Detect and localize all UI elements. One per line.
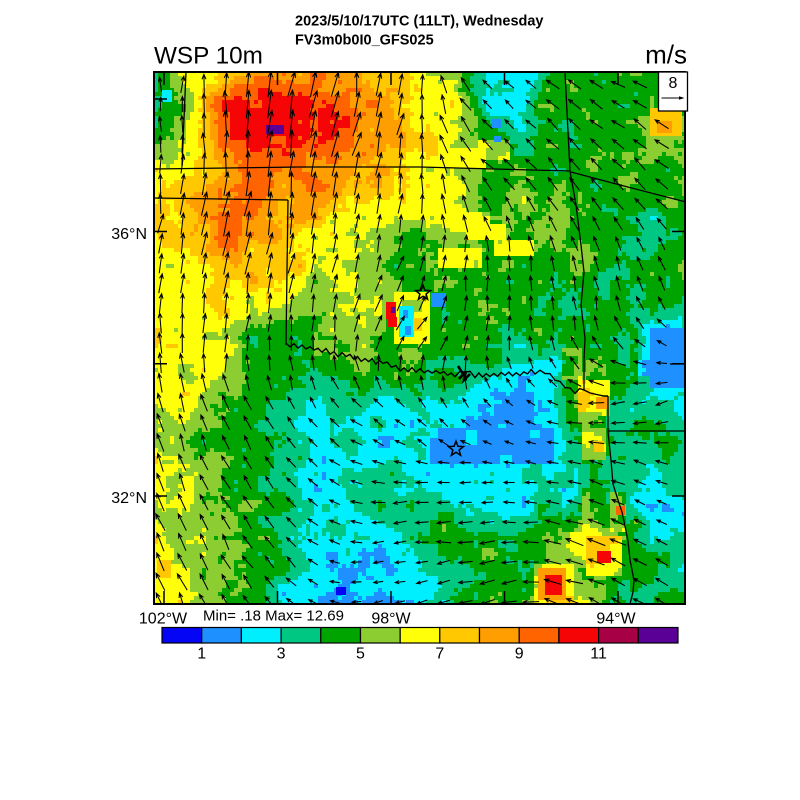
svg-text:7: 7 [435, 646, 444, 663]
svg-text:5: 5 [356, 646, 365, 663]
svg-text:94°W: 94°W [596, 611, 636, 628]
svg-text:2023/5/10/17UTC (11LT), Wednes: 2023/5/10/17UTC (11LT), Wednesday [295, 14, 544, 30]
svg-text:3: 3 [277, 646, 286, 663]
svg-text:102°W: 102°W [139, 611, 188, 628]
svg-text:FV3m0b0I0_GFS025: FV3m0b0I0_GFS025 [295, 33, 434, 49]
svg-text:8: 8 [669, 75, 678, 92]
svg-text:9: 9 [515, 646, 524, 663]
svg-text:98°W: 98°W [371, 611, 411, 628]
svg-text:1: 1 [197, 646, 206, 663]
svg-text:m/s: m/s [645, 40, 687, 70]
svg-text:36°N: 36°N [111, 226, 147, 243]
svg-text:32°N: 32°N [111, 490, 147, 507]
svg-text:Min= .18 Max= 12.69: Min= .18 Max= 12.69 [203, 608, 344, 625]
svg-text:11: 11 [590, 646, 607, 663]
svg-text:WSP 10m: WSP 10m [154, 43, 263, 70]
